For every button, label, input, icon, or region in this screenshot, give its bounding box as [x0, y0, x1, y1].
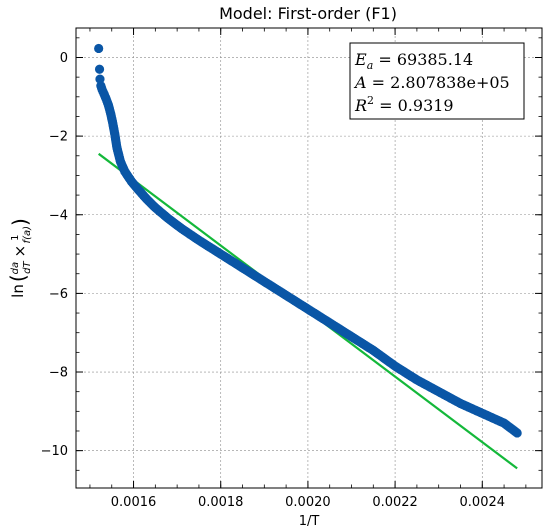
y-tick-label: −8 [49, 366, 68, 381]
y-axis-label: ln(dadT×1f(a)) [6, 218, 33, 298]
annotation-r2: R2 = 0.9319 [354, 94, 454, 115]
data-point [512, 428, 522, 438]
chart-title: Model: First-order (F1) [219, 4, 397, 23]
data-points-layer [94, 43, 522, 438]
svg-text:ln(dadT×1f(a)): ln(dadT×1f(a)) [6, 218, 33, 298]
x-tick-label: 0.0020 [285, 495, 331, 510]
y-tick-label: −10 [41, 444, 68, 459]
x-tick-label: 0.0018 [198, 495, 244, 510]
annotation-box [349, 42, 525, 120]
x-tick-label: 0.0016 [111, 495, 157, 510]
y-tick-label: 0 [60, 51, 68, 66]
annotation-a: A = 2.807838e+05 [353, 73, 510, 92]
x-axis-label: 1/T [299, 514, 320, 529]
y-tick-label: −6 [49, 287, 68, 302]
data-point [94, 43, 104, 54]
axis-ticks: 0.0016 0.0018 0.0020 0.0022 0.0024 0 −2 −4 −6 −8 −… [41, 28, 542, 510]
plot-frame [75, 27, 543, 489]
y-tick-label: −2 [49, 130, 68, 145]
data-point [95, 74, 105, 84]
x-tick-label: 0.0022 [372, 495, 418, 510]
fit-annotation: Ea = 69385.14 A = 2.807838e+05 R2 = 0.93… [349, 42, 525, 120]
y-tick-label: −4 [49, 208, 68, 223]
x-tick-label: 0.0024 [460, 495, 506, 510]
annotation-ea: Ea = 69385.14 [354, 50, 473, 72]
data-point [94, 64, 105, 74]
